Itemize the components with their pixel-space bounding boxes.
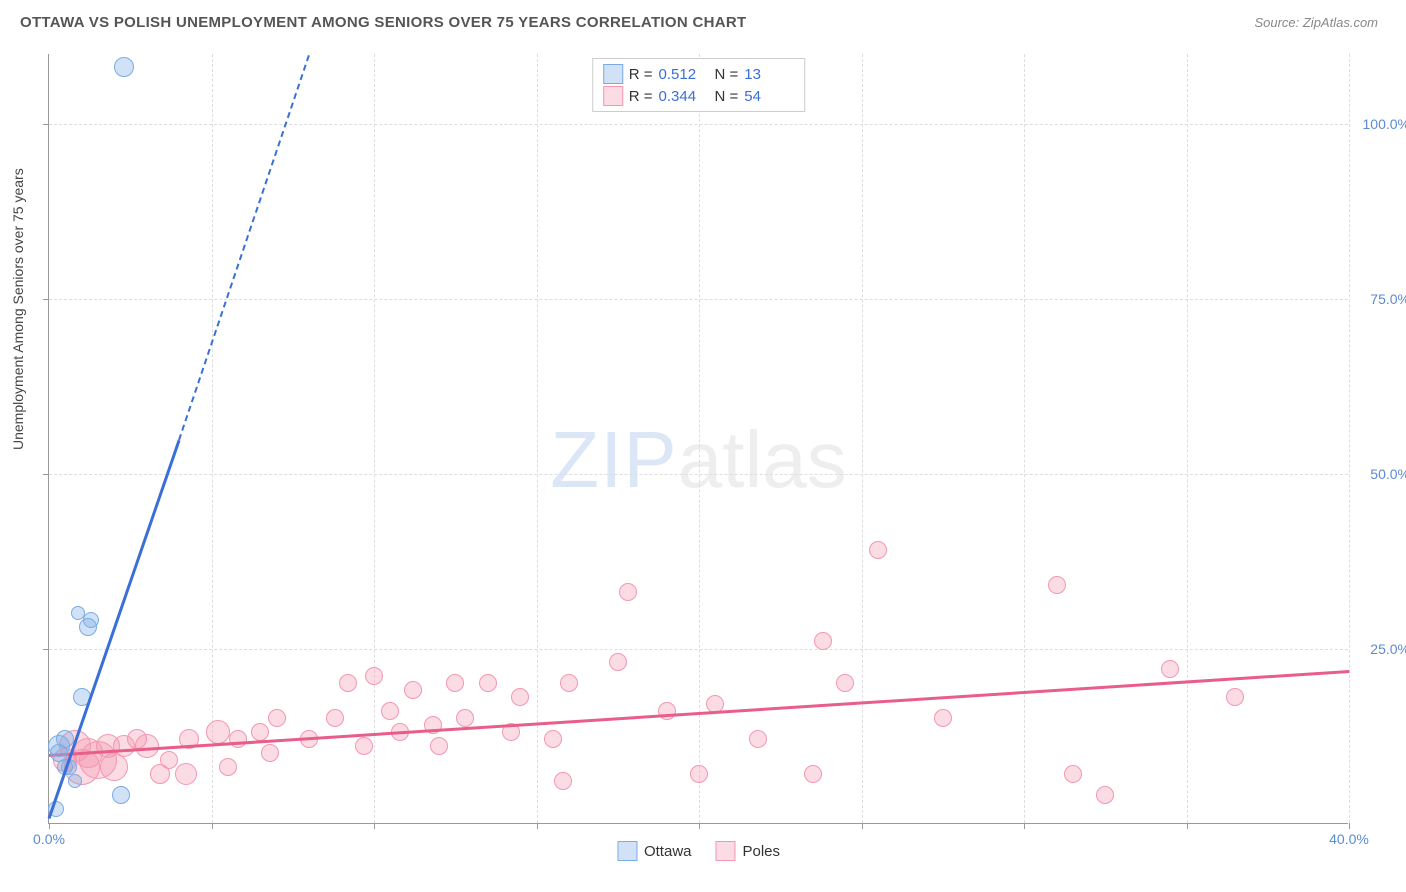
ytick-mark — [43, 124, 49, 125]
header: OTTAWA VS POLISH UNEMPLOYMENT AMONG SENI… — [0, 0, 1406, 39]
data-point-poles — [355, 737, 373, 755]
gridline-v — [862, 54, 863, 823]
data-point-poles — [229, 730, 247, 748]
stats-n-value: 54 — [744, 88, 794, 105]
stats-r-value: 0.344 — [659, 88, 709, 105]
chart-title: OTTAWA VS POLISH UNEMPLOYMENT AMONG SENI… — [20, 14, 746, 31]
stats-row-poles: R = 0.344 N = 54 — [603, 85, 795, 107]
data-point-poles — [554, 772, 572, 790]
data-point-poles — [326, 709, 344, 727]
data-point-poles — [268, 709, 286, 727]
xtick-mark — [212, 823, 213, 829]
gridline-v — [374, 54, 375, 823]
ytick-label: 50.0% — [1355, 466, 1406, 482]
legend-item-ottawa: Ottawa — [617, 841, 692, 861]
data-point-poles — [365, 667, 383, 685]
data-point-poles — [934, 709, 952, 727]
data-point-poles — [619, 583, 637, 601]
data-point-poles — [135, 734, 159, 758]
legend-label: Poles — [743, 843, 781, 860]
gridline-v — [1349, 54, 1350, 823]
gridline-v — [537, 54, 538, 823]
legend-label: Ottawa — [644, 843, 692, 860]
data-point-poles — [251, 723, 269, 741]
data-point-ottawa — [68, 774, 82, 788]
ytick-mark — [43, 474, 49, 475]
data-point-poles — [175, 763, 197, 785]
source-attribution: Source: ZipAtlas.com — [1254, 15, 1378, 30]
data-point-poles — [261, 744, 279, 762]
data-point-poles — [869, 541, 887, 559]
legend-swatch-icon — [603, 86, 623, 106]
data-point-poles — [456, 709, 474, 727]
data-point-poles — [836, 674, 854, 692]
stats-r-label: R = — [629, 66, 653, 83]
xtick-mark — [49, 823, 50, 829]
stats-r-value: 0.512 — [659, 66, 709, 83]
data-point-poles — [560, 674, 578, 692]
data-point-poles — [804, 765, 822, 783]
legend-swatch-icon — [603, 64, 623, 84]
correlation-stats-box: R = 0.512 N = 13 R = 0.344 N = 54 — [592, 58, 806, 112]
series-legend: Ottawa Poles — [617, 841, 780, 861]
gridline-v — [699, 54, 700, 823]
data-point-ottawa — [112, 786, 130, 804]
data-point-poles — [511, 688, 529, 706]
data-point-poles — [339, 674, 357, 692]
data-point-poles — [690, 765, 708, 783]
stats-row-ottawa: R = 0.512 N = 13 — [603, 63, 795, 85]
gridline-v — [1024, 54, 1025, 823]
data-point-ottawa — [71, 606, 85, 620]
xtick-mark — [699, 823, 700, 829]
xtick-mark — [374, 823, 375, 829]
data-point-poles — [1048, 576, 1066, 594]
xtick-mark — [537, 823, 538, 829]
stats-n-label: N = — [715, 88, 739, 105]
ytick-label: 25.0% — [1355, 641, 1406, 657]
legend-item-poles: Poles — [716, 841, 781, 861]
data-point-poles — [100, 753, 128, 781]
legend-swatch-icon — [617, 841, 637, 861]
xtick-mark — [1187, 823, 1188, 829]
data-point-poles — [1096, 786, 1114, 804]
legend-swatch-icon — [716, 841, 736, 861]
data-point-poles — [381, 702, 399, 720]
data-point-poles — [609, 653, 627, 671]
data-point-poles — [219, 758, 237, 776]
gridline-v — [212, 54, 213, 823]
data-point-poles — [446, 674, 464, 692]
watermark-atlas: atlas — [678, 415, 847, 504]
y-axis-label: Unemployment Among Seniors over 75 years — [10, 168, 26, 450]
ytick-label: 100.0% — [1355, 116, 1406, 132]
data-point-poles — [1226, 688, 1244, 706]
data-point-poles — [206, 720, 230, 744]
stats-n-label: N = — [715, 66, 739, 83]
ytick-label: 75.0% — [1355, 291, 1406, 307]
xtick-label: 0.0% — [33, 831, 65, 847]
data-point-poles — [404, 681, 422, 699]
xtick-label: 40.0% — [1329, 831, 1369, 847]
watermark-zip: ZIP — [550, 415, 677, 504]
data-point-poles — [814, 632, 832, 650]
xtick-mark — [862, 823, 863, 829]
data-point-poles — [544, 730, 562, 748]
stats-r-label: R = — [629, 88, 653, 105]
gridline-v — [1187, 54, 1188, 823]
stats-n-value: 13 — [744, 66, 794, 83]
xtick-mark — [1349, 823, 1350, 829]
data-point-poles — [1064, 765, 1082, 783]
data-point-poles — [430, 737, 448, 755]
data-point-ottawa — [114, 57, 134, 77]
ytick-mark — [43, 649, 49, 650]
xtick-mark — [1024, 823, 1025, 829]
data-point-poles — [479, 674, 497, 692]
ytick-mark — [43, 299, 49, 300]
scatter-chart: ZIPatlas R =0.512N =13R =0.344N =54 Otta… — [48, 54, 1348, 824]
data-point-poles — [160, 751, 178, 769]
data-point-poles — [1161, 660, 1179, 678]
data-point-poles — [749, 730, 767, 748]
data-point-ottawa — [83, 612, 99, 628]
trend-line — [178, 55, 310, 441]
